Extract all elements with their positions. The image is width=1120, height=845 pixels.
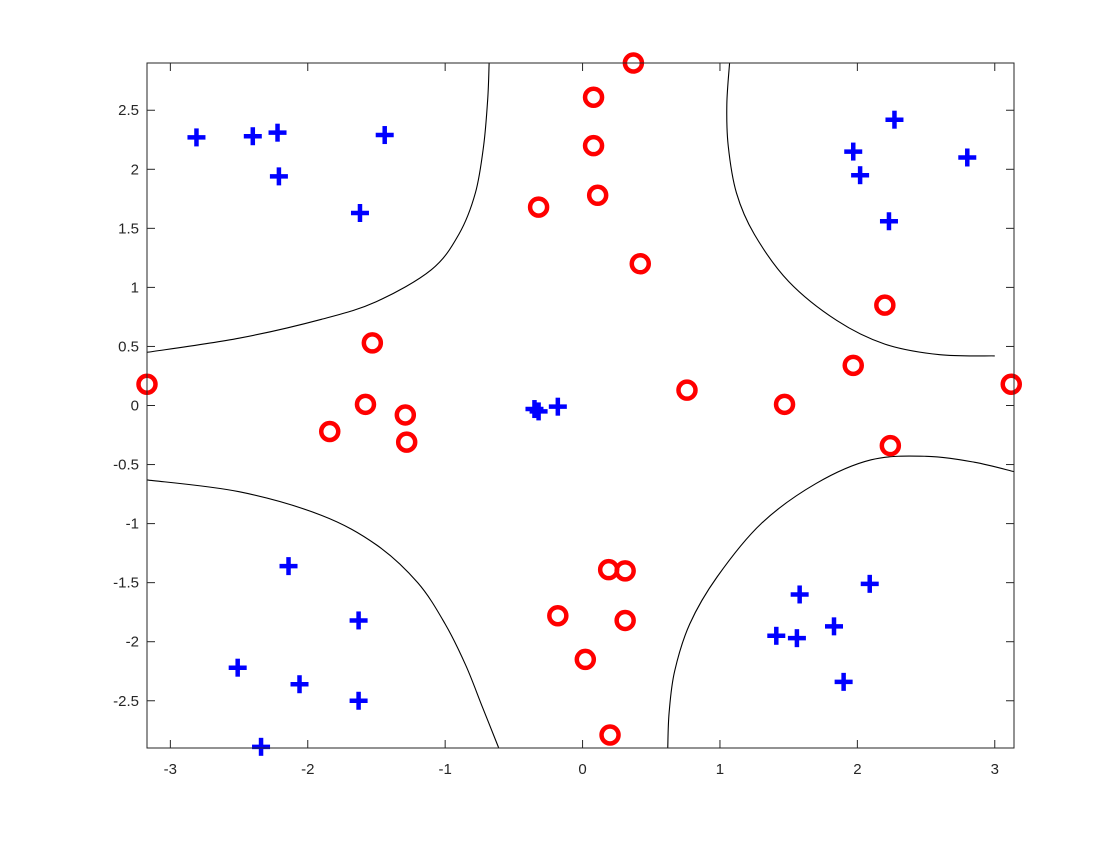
plus-point [851,166,870,185]
y-tick-label: 2.5 [118,102,139,119]
plus-point [375,126,394,145]
circle-point [574,648,597,671]
plus-point [790,585,809,604]
circle-point [614,609,636,632]
y-tick-label: 0 [131,398,139,415]
x-tick-label: -3 [164,761,177,778]
y-tick-label: 1.5 [118,220,139,237]
plus-point [885,110,904,129]
plus-point [350,203,369,222]
plus-point [860,574,879,593]
x-tick-label: -2 [301,761,314,778]
boundary-curve-3 [146,479,500,749]
circle-point [582,86,605,108]
boundary-curve-2 [726,62,995,357]
y-axis: -2.5 -2 -1.5 -1 -0.5 0 0.5 1 1.5 2 2.5 [113,102,1014,710]
plus-point [349,611,368,630]
data-points [136,52,1023,756]
boundary-curve-4 [667,455,1015,749]
circle-point [874,294,896,316]
plot-area-border [146,62,1015,749]
y-tick-label: 2 [131,161,139,178]
y-tick-label: -1.5 [113,575,139,592]
circle-point [599,724,621,746]
circle-point [361,332,384,354]
plus-point [290,675,309,694]
circle-point [582,134,605,157]
circle-point [394,404,417,426]
plus-point [279,557,298,576]
y-tick-label: 1 [131,279,139,296]
plus-point [252,737,271,756]
circle-point [773,393,796,416]
circle-point [842,354,864,377]
x-tick-label: 3 [991,761,999,778]
circle-point [586,184,609,207]
circle-point [1000,373,1023,395]
plus-point [268,123,287,142]
plus-point [349,691,368,710]
plus-point [187,128,206,147]
circle-point [629,253,652,275]
plus-point [529,402,548,421]
boundary-curve-1 [146,62,490,353]
y-tick-label: -1 [126,516,139,533]
circle-point [527,196,550,218]
plus-point [269,167,288,186]
plus-point [787,629,806,648]
x-axis: -3 -2 -1 0 1 2 3 [164,63,999,778]
plus-point [243,127,262,146]
decision-boundary [146,62,1015,749]
circle-point [676,379,698,401]
circle-point [318,420,341,443]
circle-point [547,604,569,627]
x-tick-label: 2 [853,761,861,778]
plus-point [825,617,844,636]
plus-point [228,658,247,677]
x-tick-label: 1 [716,761,724,778]
plus-point [844,142,863,161]
circle-point [395,431,418,453]
plus-point [548,397,567,416]
plus-point [879,212,898,231]
x-tick-label: -1 [438,761,451,778]
y-tick-label: -0.5 [113,457,139,474]
circle-point [879,434,902,457]
plus-point [834,672,853,691]
circle-point [614,560,636,582]
plus-point [958,148,977,167]
y-tick-label: 0.5 [118,338,139,355]
plus-point [767,626,786,645]
circle-point [354,393,377,416]
y-tick-label: -2.5 [113,693,139,710]
y-tick-label: -2 [126,634,139,651]
x-tick-label: 0 [578,761,586,778]
